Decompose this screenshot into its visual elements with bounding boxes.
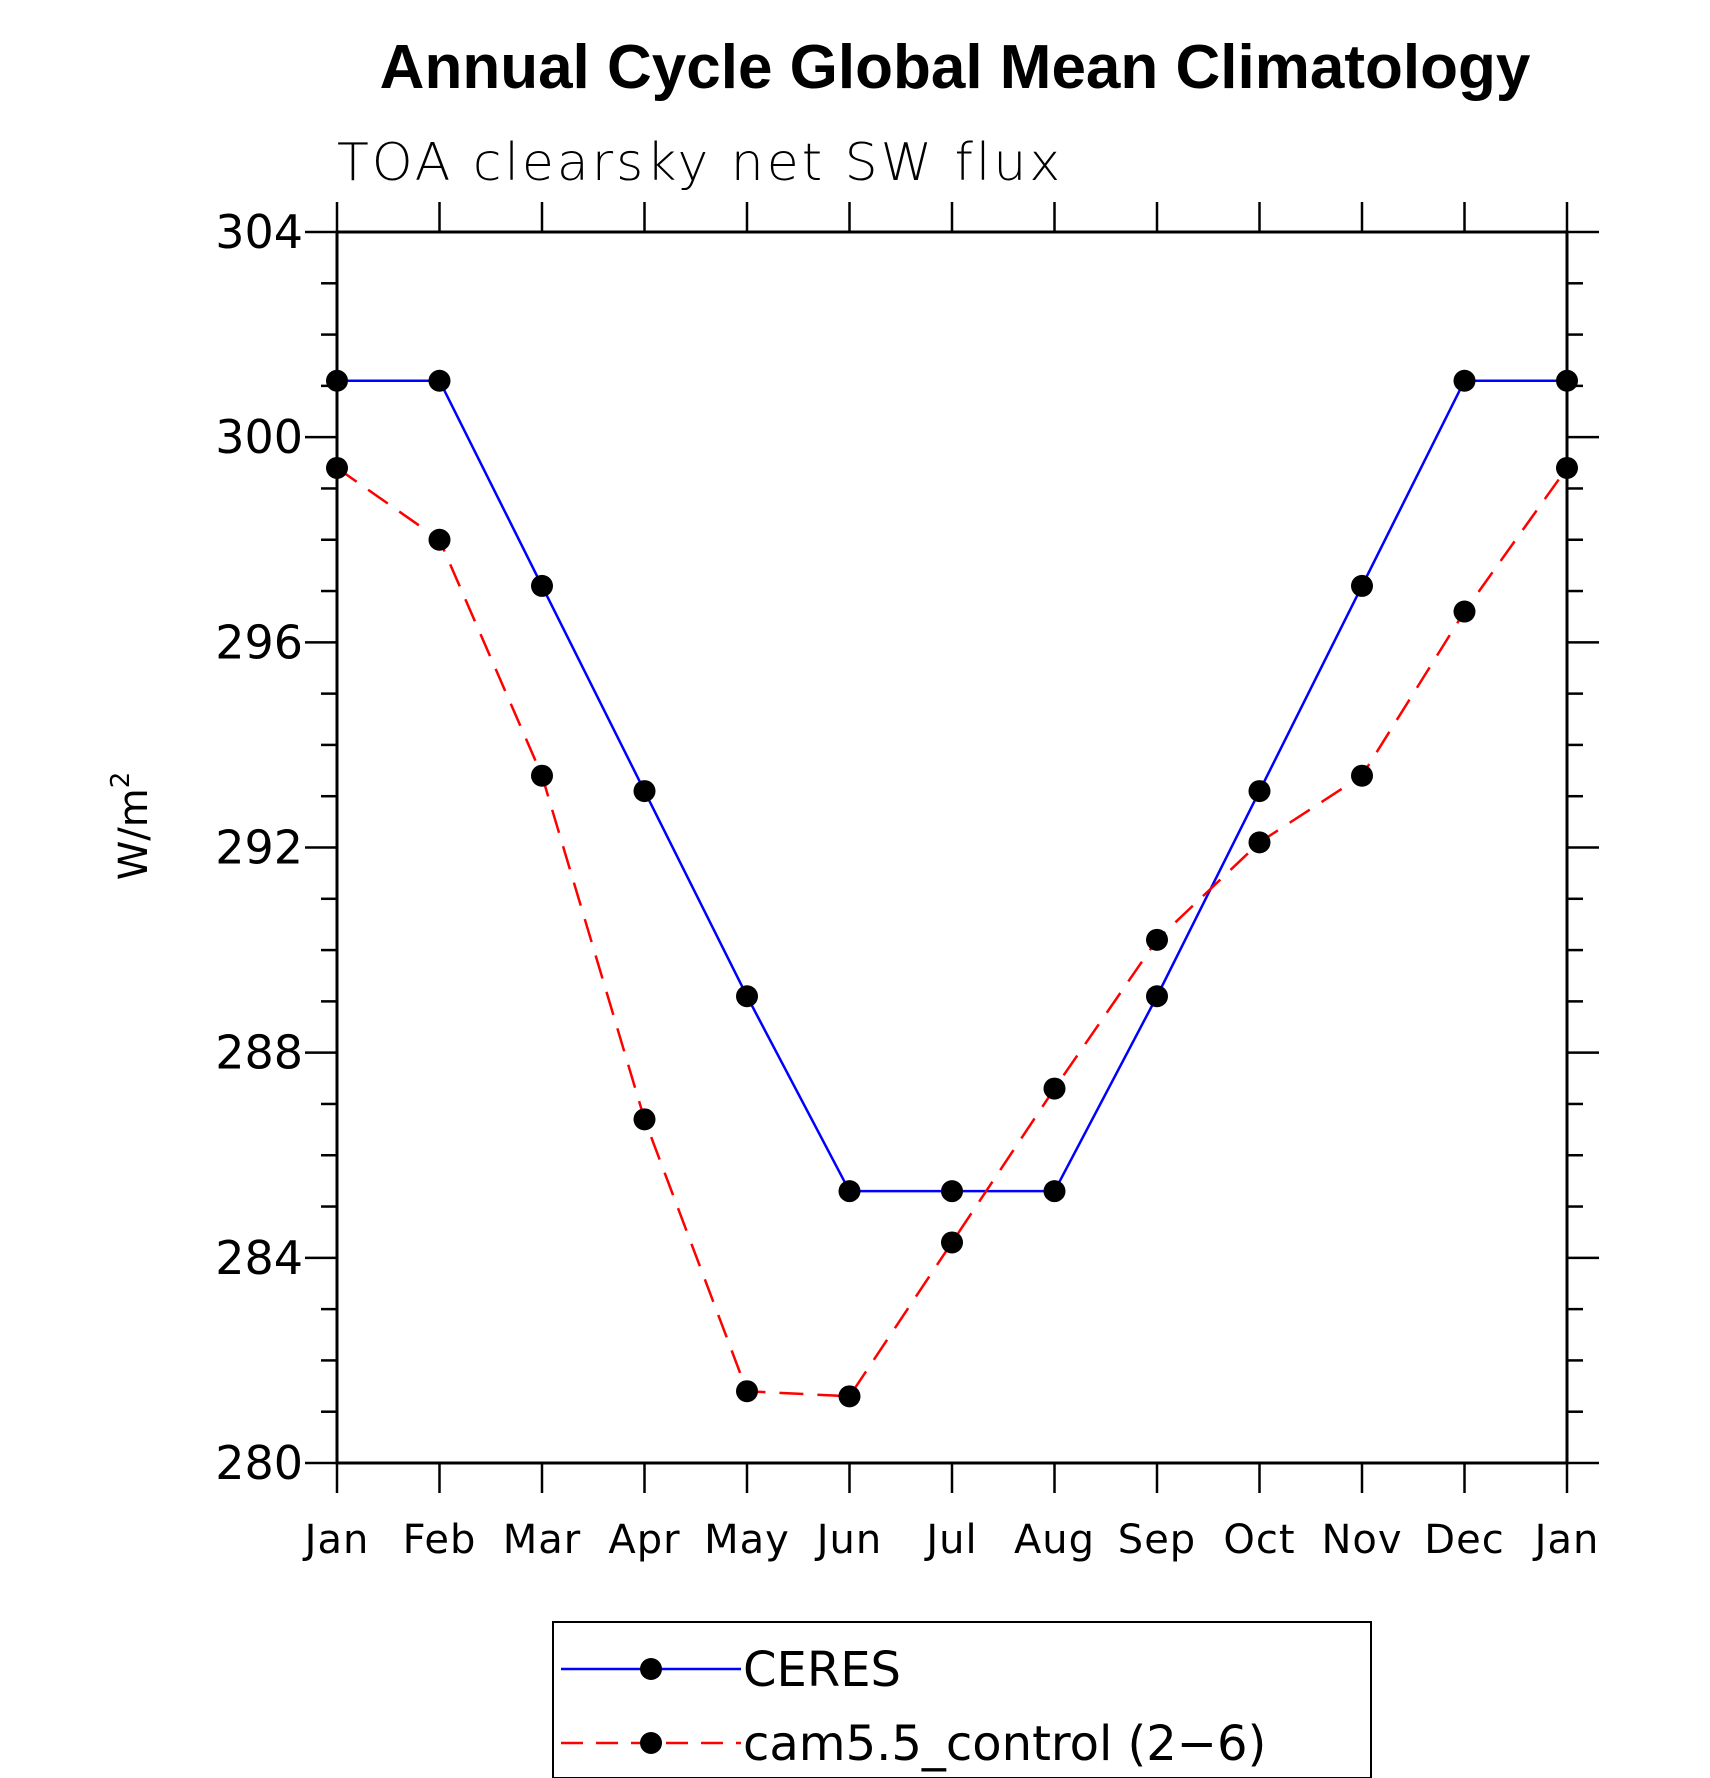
- data-point: [1351, 574, 1373, 597]
- legend: CERES cam5.5_control (2−6): [552, 1621, 1372, 1778]
- data-point: [838, 1180, 861, 1203]
- legend-entry: CERES: [561, 1642, 901, 1698]
- axes: 280 284 288 292 296 300 304 Jan Feb Mar Apr May Jun J…: [215, 202, 1599, 1563]
- series-2: [326, 456, 1578, 1408]
- data-point: [941, 1231, 963, 1254]
- x-tick-label: Jul: [923, 1517, 977, 1563]
- series-line: [337, 379, 1567, 1193]
- data-point: [838, 1385, 861, 1408]
- x-tick-label: Sep: [1118, 1517, 1196, 1563]
- legend-entry: cam5.5_control (2−6): [561, 1716, 1266, 1772]
- data-point: [633, 780, 656, 803]
- x-tick-label: May: [704, 1517, 790, 1563]
- data-point: [326, 456, 348, 479]
- plot-frame: [335, 230, 1569, 1465]
- series-layer: [326, 369, 1578, 1408]
- x-tick-label: Nov: [1321, 1517, 1402, 1563]
- x-tick-label: Oct: [1223, 1517, 1295, 1563]
- data-point: [736, 1380, 758, 1403]
- data-point: [941, 1180, 963, 1203]
- y-axis-title: W/m2: [106, 772, 157, 881]
- legend-marker: [640, 1732, 662, 1754]
- legend-label: CERES: [743, 1642, 901, 1698]
- legend-marker: [640, 1658, 662, 1680]
- series-line: [336, 466, 1569, 1398]
- data-point: [1043, 1180, 1066, 1203]
- svg-text:W/m2: W/m2: [106, 772, 157, 881]
- y-axis-label-superscript: 2: [106, 772, 136, 789]
- x-tick-label: Jan: [1532, 1517, 1600, 1563]
- data-point: [1248, 831, 1271, 854]
- legend-label: cam5.5_control (2−6): [743, 1716, 1266, 1772]
- data-point: [736, 985, 758, 1008]
- data-point: [1146, 928, 1168, 951]
- data-point: [428, 528, 451, 551]
- x-tick-label: Jun: [814, 1517, 883, 1563]
- x-tick-label: Apr: [608, 1517, 680, 1563]
- data-point: [1146, 985, 1168, 1008]
- series-1: [326, 369, 1578, 1203]
- x-tick-label: Aug: [1014, 1517, 1095, 1563]
- data-point: [531, 764, 553, 787]
- data-point: [1453, 600, 1476, 623]
- x-tick-label: Feb: [403, 1517, 477, 1563]
- y-tick-label: 280: [215, 1436, 303, 1490]
- y-tick-label: 284: [215, 1231, 303, 1285]
- data-point: [326, 369, 348, 392]
- y-tick-label: 300: [215, 410, 303, 464]
- y-tick-label: 292: [215, 821, 303, 875]
- x-tick-label: Mar: [503, 1517, 581, 1563]
- y-tick-label: 304: [215, 205, 303, 259]
- data-point: [1556, 456, 1578, 479]
- y-tick-label: 288: [215, 1026, 303, 1080]
- data-point: [1043, 1077, 1066, 1100]
- x-tick-label: Dec: [1424, 1517, 1504, 1563]
- chart-title: Annual Cycle Global Mean Climatology: [380, 33, 1531, 102]
- data-point: [1556, 369, 1578, 392]
- chart-subtitle: TOA clearsky net SW flux: [337, 133, 1063, 193]
- data-point: [428, 369, 451, 392]
- data-point: [1351, 764, 1373, 787]
- data-point: [1453, 369, 1476, 392]
- legend-box: [552, 1621, 1372, 1778]
- data-point: [633, 1108, 656, 1131]
- data-point: [531, 574, 553, 597]
- data-point: [1248, 780, 1271, 803]
- y-axis-label: W/m: [111, 788, 157, 880]
- y-tick-label: 296: [215, 615, 303, 669]
- x-tick-label: Jan: [302, 1517, 370, 1563]
